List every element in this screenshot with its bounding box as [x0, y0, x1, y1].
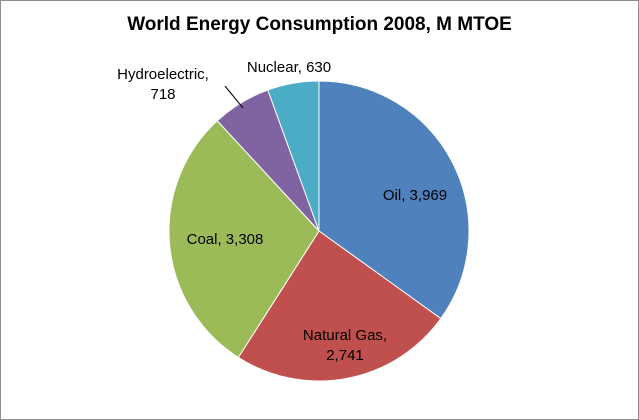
chart-title: World Energy Consumption 2008, M MTOE	[127, 14, 512, 35]
pie-slice-nuclear	[267, 80, 320, 232]
pie-slice-natural-gas	[237, 230, 442, 382]
pie-slice-coal	[168, 120, 320, 359]
data-label-hydroelectric: Hydroelectric, 718	[117, 66, 209, 103]
data-label-coal: Coal, 3,308	[187, 231, 264, 248]
data-label-natural-gas: Natural Gas, 2,741	[303, 327, 387, 364]
pie-slice-oil	[318, 80, 470, 320]
data-label-nuclear: Nuclear, 630	[247, 59, 331, 76]
data-label-oil: Oil, 3,969	[383, 187, 447, 204]
leader-line-hydroelectric	[224, 85, 244, 109]
